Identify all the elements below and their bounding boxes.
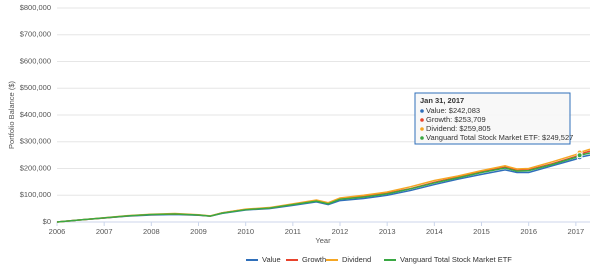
- tooltip-bullet: [420, 127, 424, 131]
- x-tick-label: 2017: [568, 227, 585, 236]
- x-tick-label: 2013: [379, 227, 396, 236]
- tooltip-item: Dividend: $259,805: [426, 124, 491, 133]
- x-tick-label: 2015: [473, 227, 490, 236]
- x-tick-label: 2011: [285, 227, 301, 236]
- y-tick-label: $700,000: [20, 30, 51, 39]
- x-tick-label: 2009: [190, 227, 207, 236]
- hover-marker: [576, 152, 583, 159]
- x-tick-label: 2010: [237, 227, 254, 236]
- series-line: [56, 152, 590, 223]
- series-line: [56, 154, 590, 223]
- y-tick-label: $200,000: [20, 163, 51, 172]
- x-tick-label: 2007: [96, 227, 113, 236]
- series-line: [56, 148, 590, 223]
- y-tick-label: $100,000: [20, 190, 51, 199]
- x-axis-label: Year: [315, 236, 331, 245]
- tooltip-bullet: [420, 118, 424, 122]
- y-tick-label: $0: [43, 217, 51, 226]
- x-tick-label: 2016: [520, 227, 537, 236]
- tooltip-item: Vanguard Total Stock Market ETF: $249,52…: [426, 133, 573, 142]
- y-tick-label: $400,000: [20, 110, 51, 119]
- series-line: [56, 150, 590, 223]
- y-tick-label: $300,000: [20, 137, 51, 146]
- tooltip-bullet: [420, 136, 424, 140]
- legend-label: Vanguard Total Stock Market ETF: [400, 255, 512, 264]
- legend-label: Growth: [302, 255, 326, 264]
- x-tick-label: 2012: [332, 227, 349, 236]
- y-tick-label: $800,000: [20, 3, 51, 12]
- x-tick-label: 2014: [426, 227, 443, 236]
- y-axis-label: Portfolio Balance ($): [7, 81, 16, 149]
- x-tick-label: 2008: [143, 227, 160, 236]
- tooltip-title: Jan 31, 2017: [420, 96, 464, 105]
- x-tick-label: 2006: [49, 227, 66, 236]
- legend-label: Dividend: [342, 255, 371, 264]
- tooltip-box: [414, 92, 571, 145]
- tooltip-bullet: [420, 109, 424, 113]
- legend-label: Value: [262, 255, 281, 264]
- y-tick-label: $500,000: [20, 83, 51, 92]
- tooltip-item: Growth: $253,709: [426, 115, 486, 124]
- tooltip-item: Value: $242,083: [426, 106, 480, 115]
- y-tick-label: $600,000: [20, 56, 51, 65]
